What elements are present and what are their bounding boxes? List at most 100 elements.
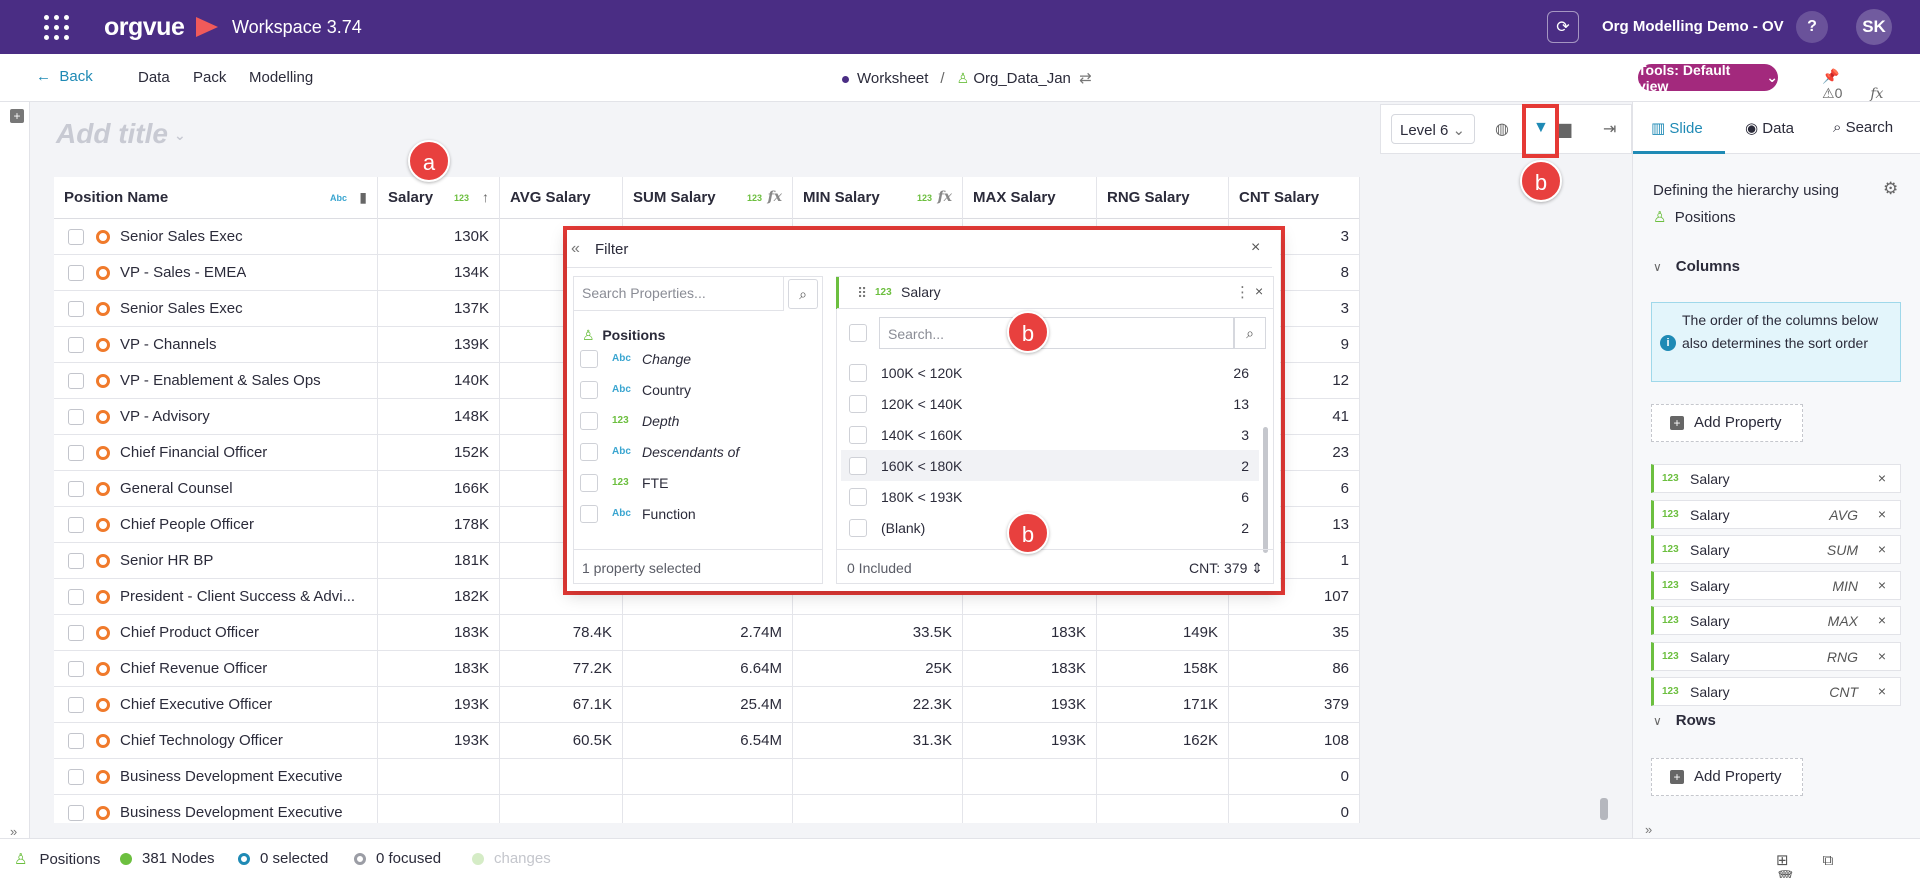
property-item[interactable]: Abc Change: [580, 343, 691, 374]
row-checkbox[interactable]: [68, 444, 84, 461]
bucket-item[interactable]: 180K < 193K 6: [841, 481, 1259, 512]
bucket-item[interactable]: 120K < 140K 13: [841, 388, 1259, 419]
page-title[interactable]: Add title ⌄: [56, 118, 186, 149]
tab-slide[interactable]: ▥ Slide: [1651, 120, 1703, 137]
cell-position-name[interactable]: Chief Revenue Officer: [54, 651, 378, 687]
cell-position-name[interactable]: VP - Enablement & Sales Ops: [54, 363, 378, 399]
bucket-item[interactable]: 100K < 120K 26: [841, 357, 1259, 388]
property-item[interactable]: 123 FTE: [580, 467, 668, 498]
column-item[interactable]: 123 Salary ×: [1651, 464, 1901, 493]
col-min-salary[interactable]: MIN Salary 123 fx: [793, 177, 963, 219]
column-item[interactable]: 123 Salary CNT ×: [1651, 677, 1901, 706]
cell-position-name[interactable]: Chief Product Officer: [54, 615, 378, 651]
row-checkbox[interactable]: [68, 228, 84, 245]
trash-icon[interactable]: 🗑: [1776, 870, 1795, 878]
select-all-checkbox[interactable]: [849, 324, 867, 342]
cell-position-name[interactable]: Chief Executive Officer: [54, 687, 378, 723]
menu-pack[interactable]: Pack: [193, 69, 227, 86]
comment-icon[interactable]: ▆: [1559, 121, 1572, 138]
more-options-icon[interactable]: ⋮: [1235, 284, 1250, 301]
search-properties-input[interactable]: Search Properties...: [574, 277, 784, 311]
tools-button[interactable]: Tools: Default view ⌄: [1638, 61, 1778, 94]
menu-data[interactable]: Data: [138, 69, 170, 86]
cell-position-name[interactable]: President - Client Success & Advi...: [54, 579, 378, 615]
row-checkbox[interactable]: [68, 408, 84, 425]
bucket-checkbox[interactable]: [849, 456, 867, 475]
property-checkbox[interactable]: [580, 349, 598, 368]
row-checkbox[interactable]: [68, 696, 84, 713]
hierarchy-value[interactable]: ♙ Positions: [1653, 209, 1736, 226]
status-selected[interactable]: 0 selected: [238, 850, 328, 867]
status-positions[interactable]: ♙ Positions: [14, 850, 101, 869]
bucket-search-input[interactable]: Search...: [879, 317, 1234, 349]
property-checkbox[interactable]: [580, 473, 598, 492]
close-icon[interactable]: ×: [1251, 239, 1261, 256]
remove-icon[interactable]: ×: [1877, 683, 1886, 699]
property-item[interactable]: Abc Country: [580, 374, 691, 405]
refresh-button[interactable]: ⟳: [1547, 11, 1579, 43]
pin-icon[interactable]: 📌: [1822, 68, 1840, 84]
property-checkbox[interactable]: [580, 411, 598, 430]
column-item[interactable]: 123 Salary MAX ×: [1651, 606, 1901, 635]
row-checkbox[interactable]: [68, 660, 84, 677]
tab-search[interactable]: ⌕ Search: [1833, 119, 1894, 136]
sort-asc-icon[interactable]: ↑: [482, 189, 489, 205]
cell-position-name[interactable]: VP - Advisory: [54, 399, 378, 435]
cell-position-name[interactable]: VP - Channels: [54, 327, 378, 363]
row-checkbox[interactable]: [68, 480, 84, 497]
cell-position-name[interactable]: VP - Sales - EMEA: [54, 255, 378, 291]
column-item[interactable]: 123 Salary SUM ×: [1651, 535, 1901, 564]
cell-position-name[interactable]: Senior Sales Exec: [54, 291, 378, 327]
export-icon[interactable]: ⇥: [1603, 121, 1617, 138]
property-checkbox[interactable]: [580, 380, 598, 399]
search-button[interactable]: ⌕: [788, 279, 818, 309]
avatar[interactable]: SK: [1856, 9, 1892, 45]
remove-icon[interactable]: ×: [1877, 541, 1886, 557]
col-position-name[interactable]: Position Name Abc ▮: [54, 177, 378, 219]
filter-icon[interactable]: ▼: [1533, 119, 1549, 136]
back-link[interactable]: ← Back: [36, 68, 93, 85]
menu-modelling[interactable]: Modelling: [249, 69, 314, 86]
row-checkbox[interactable]: [68, 732, 84, 749]
rows-heading[interactable]: ∨ Rows: [1653, 712, 1716, 729]
add-node-icon[interactable]: ⊞: [1776, 852, 1789, 869]
gear-icon[interactable]: ⚙: [1883, 179, 1899, 198]
column-item[interactable]: 123 Salary RNG ×: [1651, 641, 1901, 671]
close-icon[interactable]: ×: [1255, 283, 1264, 299]
row-checkbox[interactable]: [68, 372, 84, 389]
add-panel-icon[interactable]: +: [10, 109, 24, 123]
search-button[interactable]: ⌕: [1234, 317, 1266, 349]
add-column-property-button[interactable]: + Add Property: [1651, 404, 1803, 442]
column-item[interactable]: 123 Salary MIN ×: [1651, 570, 1901, 600]
table-scrollbar[interactable]: [1599, 220, 1609, 822]
remove-icon[interactable]: ×: [1877, 647, 1886, 664]
bucket-checkbox[interactable]: [849, 363, 867, 382]
row-checkbox[interactable]: [68, 624, 84, 641]
cnt-selector[interactable]: CNT: 379 ⇕: [1189, 560, 1263, 576]
row-checkbox[interactable]: [68, 300, 84, 317]
level-select[interactable]: Level 6 ⌄: [1391, 114, 1475, 144]
status-nodes[interactable]: 381 Nodes: [120, 850, 215, 867]
col-sum-salary[interactable]: SUM Salary 123 fx: [623, 177, 793, 219]
row-checkbox[interactable]: [68, 336, 84, 353]
status-focused[interactable]: 0 focused: [354, 850, 441, 867]
table-row[interactable]: Chief Technology Officer 193K 60.5K 6.54M 31…: [54, 723, 1360, 759]
sync-icon[interactable]: ⇄: [1079, 70, 1092, 87]
table-scroll-thumb[interactable]: [1600, 798, 1608, 820]
add-row-property-button[interactable]: + Add Property: [1651, 758, 1803, 796]
help-button[interactable]: ?: [1796, 11, 1828, 43]
columns-heading[interactable]: ∨ Columns: [1653, 258, 1740, 275]
remove-icon[interactable]: ×: [1877, 505, 1886, 522]
properties-group[interactable]: ♙ Positions: [582, 327, 666, 343]
row-checkbox[interactable]: [68, 516, 84, 533]
cell-position-name[interactable]: Business Development Executive: [54, 759, 378, 795]
table-row[interactable]: Business Development Executive 0: [54, 795, 1360, 823]
org-name[interactable]: Org Modelling Demo - OV: [1602, 18, 1784, 35]
tab-data[interactable]: ◉ Data: [1745, 120, 1794, 137]
col-salary[interactable]: Salary 123 ↑: [378, 177, 500, 219]
drag-handle-icon[interactable]: ⠿: [857, 285, 868, 301]
cell-position-name[interactable]: Chief People Officer: [54, 507, 378, 543]
palette-icon[interactable]: ◍: [1495, 121, 1509, 138]
remove-icon[interactable]: ×: [1877, 612, 1886, 628]
cell-position-name[interactable]: Senior HR BP: [54, 543, 378, 579]
